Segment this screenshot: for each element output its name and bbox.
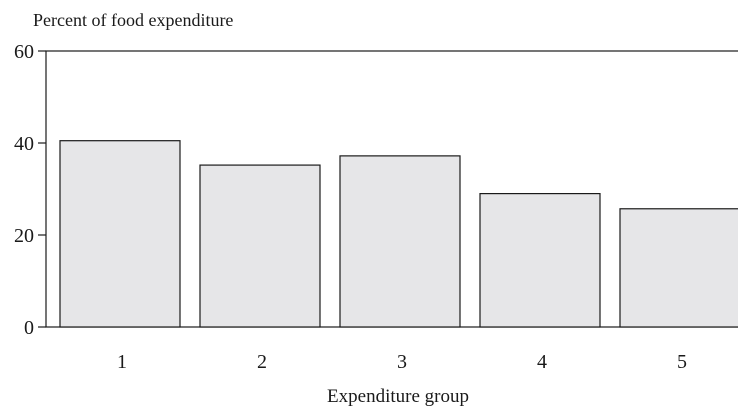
bars xyxy=(59,140,738,328)
x-tick-label: 5 xyxy=(677,351,687,373)
y-axis-title: Percent of food expenditure xyxy=(33,10,233,30)
x-tick-label: 1 xyxy=(117,351,127,373)
y-axis: 0 20 40 60 xyxy=(14,41,46,339)
x-axis-title: Expenditure group xyxy=(327,386,469,407)
x-axis: 1 2 3 4 5 xyxy=(117,351,687,373)
x-tick-label: 4 xyxy=(537,351,547,373)
y-tick-label: 60 xyxy=(14,41,34,63)
x-tick-label: 2 xyxy=(257,351,267,373)
bar-1 xyxy=(59,140,181,328)
bar-2 xyxy=(199,164,321,328)
bar-3 xyxy=(339,155,461,328)
y-tick-label: 20 xyxy=(14,225,34,247)
y-tick-label: 0 xyxy=(24,317,34,339)
bar-5 xyxy=(619,208,738,328)
bar-4 xyxy=(479,193,601,328)
x-tick-label: 3 xyxy=(397,351,407,373)
y-tick-label: 40 xyxy=(14,133,34,155)
